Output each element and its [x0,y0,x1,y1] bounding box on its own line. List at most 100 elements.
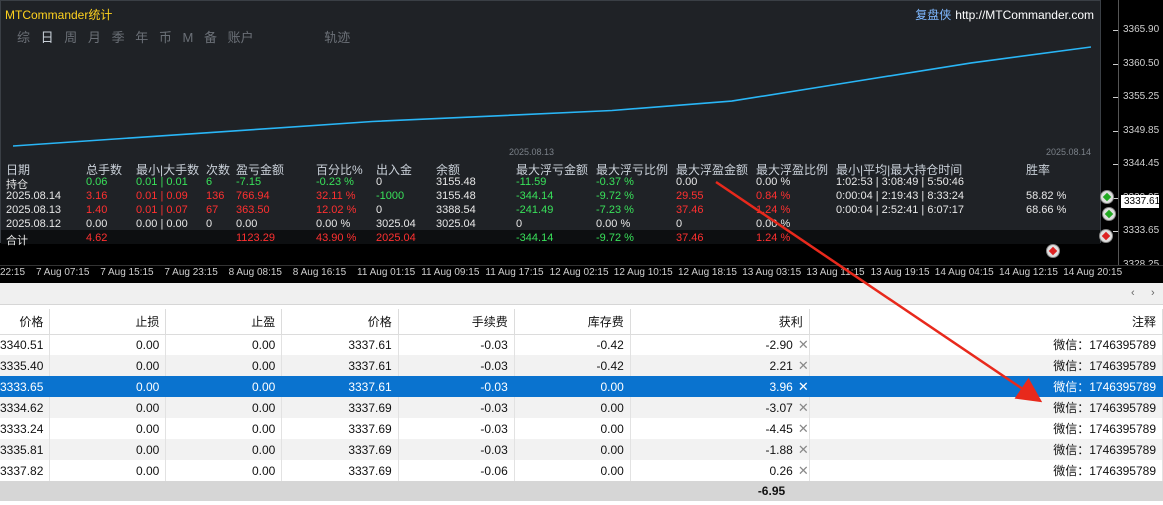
price-axis-tick [1113,197,1118,199]
price-axis-tick [1113,130,1118,132]
table-row[interactable]: 3340.51 0.00 0.00 3337.61 -0.03 -0.42 -2.90 ✕ 微信… [0,334,1163,355]
table-row[interactable]: 3335.81 0.00 0.00 3337.69 -0.03 0.00 -1.88 ✕ 微信：… [0,439,1163,460]
time-axis-label: 14 Aug 04:15 [934,267,994,278]
stats-cell: 43.90 % [316,232,357,244]
close-position-icon[interactable]: ✕ [797,336,809,352]
total-cell [809,481,1163,501]
cell-comment: 微信：1746395789 [809,460,1163,481]
cell-price: 3337.69 [281,418,399,439]
cell-comment: 微信：1746395789 [809,439,1163,460]
tab-year[interactable]: 年 [135,30,149,45]
tab-account[interactable]: 账户 [227,30,254,45]
cell-sl: 0.00 [49,334,167,355]
time-axis-label: 14 Aug 12:15 [999,267,1058,278]
tab-backup[interactable]: 备 [203,30,217,45]
stats-cell: -0.37 % [596,176,634,188]
brand-url[interactable]: http://MTCommander.com [955,8,1094,22]
current-price-tag: 3337.61 [1121,195,1160,208]
table-row[interactable]: 3335.40 0.00 0.00 3337.61 -0.03 -0.42 2.21 ✕ 微信：… [0,355,1163,376]
cell-fee: -0.06 [398,460,515,481]
close-position-icon[interactable]: ✕ [797,462,809,478]
cell-sl: 0.00 [49,460,167,481]
tab-track[interactable]: 轨迹 [324,30,351,45]
price-axis-label: 3365.90 [1123,24,1160,35]
equity-date-label: 2025.08.14 [1046,147,1092,157]
time-axis: 22:15 7 Aug 07:15 7 Aug 15:15 7 Aug 23:15 8 … [0,265,1163,283]
stats-cell: 6 [206,176,213,188]
close-position-icon[interactable]: ✕ [797,399,809,415]
stats-cell: 1:02:53 | 3:08:49 | 5:50:46 [836,176,965,188]
brand-name: 复盘侠 [915,8,952,22]
tab-currency[interactable]: 币 [158,30,172,45]
table-row[interactable]: 3334.62 0.00 0.00 3337.69 -0.03 0.00 -3.07 ✕ 微信：… [0,397,1163,418]
equity-date-label: 2025.08.13 [509,147,555,157]
stats-cell: 29.55 [676,190,704,202]
scroll-right-icon[interactable]: › [1151,287,1155,299]
cell-sl: 0.00 [49,355,167,376]
close-position-icon[interactable]: ✕ [797,378,809,394]
close-position-icon[interactable]: ✕ [797,420,809,436]
col-profit[interactable]: 获利 [630,309,810,335]
close-position-icon[interactable]: ✕ [797,441,809,457]
price-chart[interactable]: MTCommander统计 复盘侠 http://MTCommander.com … [0,0,1163,283]
stats-cell: -0.23 % [316,176,354,188]
tab-month[interactable]: 月 [87,30,101,45]
stats-cell: 百分比% [316,163,363,177]
col-take-profit[interactable]: 止盈 [165,309,283,335]
close-position-icon[interactable]: ✕ [797,357,809,373]
time-axis-label: 13 Aug 03:15 [742,267,802,278]
trade-marker-icon[interactable] [1099,229,1113,243]
stats-cell: 最小|大手数 [136,163,200,177]
cell-comment: 微信：1746395789 [809,355,1163,376]
tab-quarter[interactable]: 季 [111,30,125,45]
table-row[interactable]: 3333.65 0.00 0.00 3337.61 -0.03 0.00 3.96 ✕ 微信：1… [0,376,1163,397]
stats-header-row: 日期 总手数 最小|大手数 次数 盈亏金额 百分比% 出入金 余额 最大浮亏金额 最大浮亏比例 最大… [6,161,1096,177]
trade-marker-icon[interactable] [1046,244,1060,258]
tab-day[interactable]: 日 [40,30,54,45]
cell-profit: 0.26 ✕ [630,460,810,481]
panel-brand[interactable]: 复盘侠 http://MTCommander.com [915,6,1094,23]
stats-cell: 最大浮亏金额 [516,163,589,177]
profit-value: -2.90 [765,337,793,352]
stats-row: 持仓 0.06 0.01 | 0.01 6 -7.15 -0.23 % 0 3155.48 -1… [6,176,1096,191]
trade-marker-icon[interactable] [1102,207,1116,221]
col-swap[interactable]: 库存费 [514,309,631,335]
horizontal-scrollbar[interactable]: ‹ › [0,283,1163,305]
stats-cell: 最大浮盈比例 [756,163,829,177]
trade-marker-icon[interactable] [1100,190,1114,204]
stats-cell: 1.24 % [756,204,791,216]
stats-cell: 0 [676,218,683,230]
table-row[interactable]: 3333.24 0.00 0.00 3337.69 -0.03 0.00 -4.45 ✕ 微信：… [0,418,1163,439]
table-row[interactable]: 3337.82 0.00 0.00 3337.69 -0.06 0.00 0.26 ✕ 微信：1… [0,460,1163,481]
tab-overview[interactable]: 综 [17,30,31,45]
col-commission[interactable]: 手续费 [398,309,515,335]
cell-tp: 0.00 [165,397,283,418]
stats-cell: -7.15 [236,176,262,188]
cell-profit: -3.07 ✕ [630,397,810,418]
stats-cell: 最大浮盈金额 [676,163,749,177]
cell-fee: -0.03 [398,376,515,397]
equity-line [13,46,1091,147]
profit-value: -4.45 [765,421,793,436]
tab-week[interactable]: 周 [64,30,78,45]
stats-cell: 0.00 % [756,218,791,230]
time-axis-label: 7 Aug 15:15 [100,267,154,278]
time-axis-label: 12 Aug 02:15 [549,267,609,278]
col-current-price[interactable]: 价格 [281,309,399,335]
stats-cell: 0.00 [236,218,258,230]
stats-cell: 0.00 [86,218,108,230]
stats-cell: 766.94 [236,190,270,202]
stats-cell: 37.46 [676,204,704,216]
col-open-price[interactable]: 价格 [0,309,51,335]
stats-cell: 0.00 % [756,176,791,188]
cell-fee: -0.03 [398,334,515,355]
profit-value: 3.96 [769,379,793,394]
scroll-left-icon[interactable]: ‹ [1131,287,1135,299]
price-axis-label: 3349.85 [1123,124,1160,136]
cell-open: 3337.82 [0,460,51,481]
col-comment[interactable]: 注释 [809,309,1163,335]
tab-m[interactable]: M [182,30,194,45]
cell-price: 3337.61 [281,376,399,397]
col-stop-loss[interactable]: 止损 [49,309,167,335]
cell-fee: -0.03 [398,439,515,460]
